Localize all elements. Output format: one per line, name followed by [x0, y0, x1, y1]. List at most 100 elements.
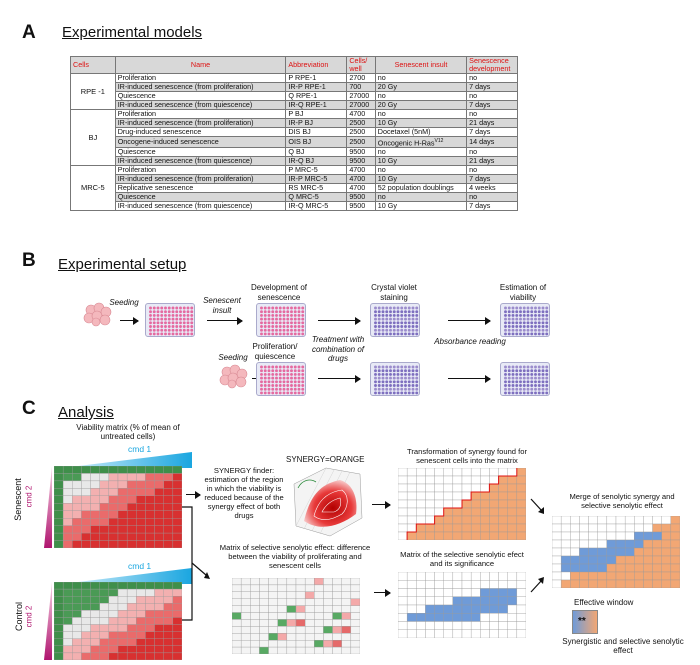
cmd2-label-top: cmd 2 [24, 485, 34, 508]
merged-matrix [552, 516, 680, 588]
cmd2-gradient-bottom [44, 582, 52, 660]
table-cell: OIS BJ [285, 135, 348, 149]
table-row: Drug-induced senescence DIS BJ 2500 Docetax… [71, 127, 518, 137]
synergy-orange-label: SYNERGY=ORANGE [286, 455, 365, 464]
seeding-label-1: Seeding [109, 298, 139, 307]
effective-window-swatch [572, 610, 598, 634]
table-cell: 10 Gy [374, 201, 468, 212]
senescent-label: Senescent [12, 478, 23, 521]
col-name: Name [114, 56, 287, 74]
col-insult: Senescent insult [374, 56, 468, 74]
section-c-letter: C [22, 398, 36, 419]
absorbance-label: Absorbance reading [434, 337, 506, 346]
table-cell: Docetaxel (5nM) [374, 127, 468, 137]
table-cell: Oncogene-induced senescence [114, 135, 287, 149]
table-cell: Drug-induced senescence [114, 127, 287, 137]
section-c-title: Analysis [58, 404, 114, 421]
synergy-surface-plot [293, 467, 363, 537]
table-header-row: Cells Name Abbreviation Cells/ well Sene… [70, 56, 518, 74]
table-cell: 7 days [466, 127, 518, 137]
cmd2-gradient-top [44, 466, 52, 548]
plate-purple-4 [500, 362, 550, 396]
table-cell: IR-induced senescence (from quiescence) [114, 201, 287, 212]
table-cell: 9500 [346, 201, 376, 212]
cmd1-gradient-bottom [62, 568, 192, 584]
effective-stars: ** [578, 616, 586, 627]
table-cell: 7 days [466, 201, 518, 212]
senescent-insult-label: Senescent insult [203, 296, 241, 315]
arrow-seed-1 [120, 315, 139, 327]
table-cell: 52 population doublings [374, 183, 468, 194]
selective-sig-text: Matrix of the selective senolytic efect … [400, 550, 524, 568]
plate-pink-1 [145, 303, 195, 337]
arrow-insult [207, 315, 243, 327]
arrow-to-crystal [318, 315, 361, 327]
section-b-title: Experimental setup [58, 256, 187, 273]
section-a-letter: A [22, 22, 36, 43]
crystal-label: Crystal violet staining [371, 283, 417, 302]
estimation-label: Estimation of viability [499, 283, 547, 302]
section-b-letter: B [22, 250, 36, 271]
plate-pink-2 [256, 303, 306, 337]
cmd1-label-bottom: cmd 1 [128, 561, 152, 571]
plate-pink-3 [256, 362, 306, 396]
synergy-finder-text: SYNERGY finder: estimation of the region… [204, 466, 284, 520]
bracket-to-selective [182, 506, 210, 621]
table-cell: 2500 [346, 127, 376, 137]
control-label: Control [14, 601, 25, 632]
table-row: IR-induced senescence (from proliferatio… [71, 82, 518, 92]
table-cell: 14 days [466, 135, 518, 149]
table-row: Oncogene-induced senescence OIS BJ 2500 Onc… [71, 135, 518, 149]
models-table: Cells Name Abbreviation Cells/ well Sene… [70, 56, 518, 212]
col-cells: Cells [70, 56, 116, 74]
effective-window-text: Effective window [574, 598, 634, 607]
table-cell: 20 Gy [374, 100, 468, 110]
senescent-viability-matrix [54, 466, 182, 548]
control-viability-matrix [54, 582, 182, 660]
arrow-sen-to-finder [186, 489, 201, 501]
col-cellswell: Cells/ well [346, 56, 376, 74]
arrow-treat-2 [318, 373, 361, 385]
arrow-finder-to-transform [372, 499, 391, 511]
plate-purple-2 [500, 303, 550, 337]
synergy-transformed-matrix [398, 468, 526, 540]
table-row: IR-induced senescence (from quiescence) I… [71, 100, 518, 110]
table-row: IR-induced senescence (from quiescence) I… [71, 156, 518, 167]
col-abbrev: Abbreviation [285, 56, 348, 74]
table-row: IR-induced senescence (from quiescence) I… [71, 201, 518, 212]
cell-line-name: BJ [70, 108, 116, 167]
table-cell: IR-Q MRC-5 [285, 201, 348, 212]
cell-line-name: MRC-5 [70, 165, 116, 212]
transformation-text: Transformation of synergy found for sene… [406, 447, 527, 465]
dev-senescence-label: Development of senescence [250, 283, 308, 302]
synergistic-text: Synergistic and selective senolytic effe… [562, 637, 684, 655]
table-cell: 20 Gy [374, 82, 468, 92]
plate-purple-3 [370, 362, 420, 396]
table-cell: 2500 [346, 135, 376, 149]
arrow-to-estimation [448, 315, 491, 327]
prolif-label: Proliferation/ quiescence [252, 342, 298, 361]
arrow-absorb-2 [448, 373, 491, 385]
cmd2-label-bottom: cmd 2 [24, 605, 34, 628]
selective-significance-matrix [398, 572, 526, 638]
cell-line-name: RPE -1 [70, 73, 116, 110]
table-row: BJ Proliferation P BJ 4700 no no [70, 108, 518, 167]
selective-difference-matrix [232, 578, 360, 654]
arrow-to-merge-top [530, 498, 544, 514]
cmd1-gradient-top [62, 452, 192, 468]
ras-superscript: V12 [434, 138, 444, 144]
plate-purple-1 [370, 303, 420, 337]
col-development: Senescence development [466, 56, 518, 74]
arrow-diff-to-sig [374, 587, 391, 599]
table-cell: 10 Gy [374, 156, 468, 167]
cmd1-label-top: cmd 1 [128, 444, 152, 454]
seeding-label-2: Seeding [218, 353, 248, 362]
table-cell: DIS BJ [285, 127, 348, 137]
cell-cluster-icon-2 [219, 364, 248, 389]
arrow-to-merge-bottom [530, 577, 544, 593]
selective-matrix-text: Matrix of selective senolytic effect: di… [219, 543, 371, 570]
treatment-label: Treatment with combination of drugs [311, 335, 365, 363]
table-cell: Oncogenic H-RasV12 [374, 135, 468, 149]
table-row: Replicative senescence RS MRC-5 4700 52 pop… [71, 183, 518, 194]
merge-text: Merge of senolytic synergy and selective… [569, 492, 675, 510]
